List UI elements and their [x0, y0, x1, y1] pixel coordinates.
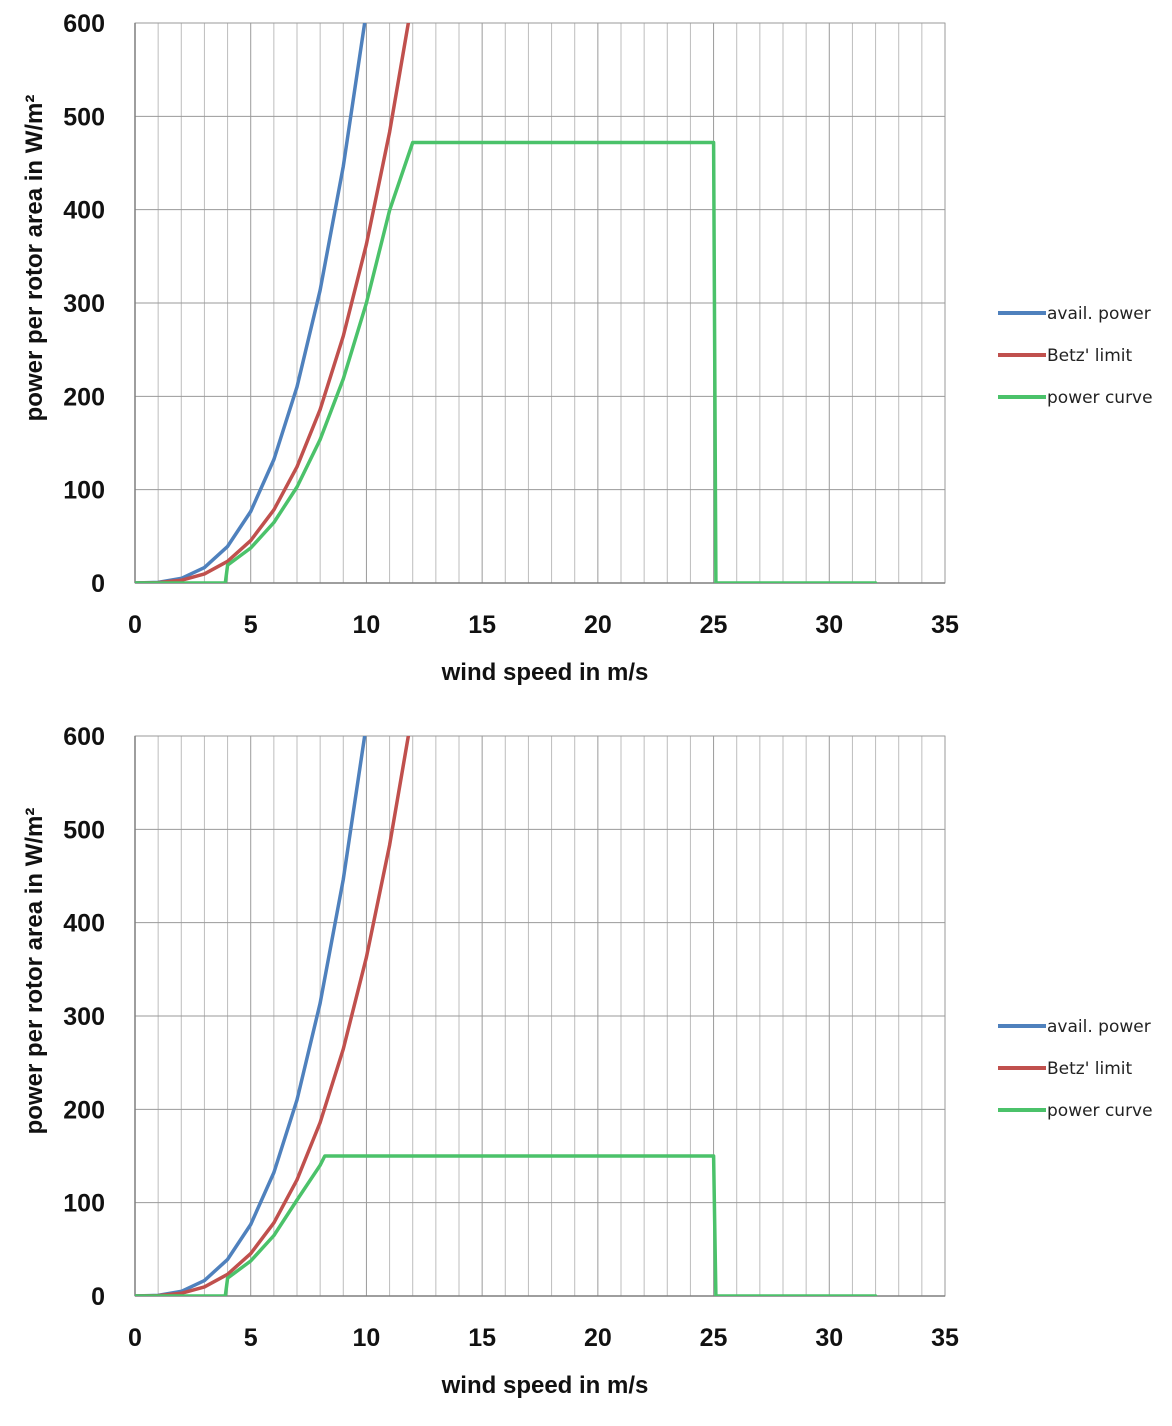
x-tick-label: 20: [584, 1324, 612, 1352]
y-tick-label: 0: [91, 570, 105, 598]
y-axis-title: power per rotor area in W/m²: [21, 808, 48, 1135]
series-line-betz-limit: [135, 23, 411, 583]
legend: avail. power Betz' limit power curve: [998, 304, 1153, 408]
x-tick-label: 10: [353, 1324, 381, 1352]
y-tick-label: 500: [63, 103, 105, 131]
y-tick-label: 400: [63, 910, 105, 938]
legend-label: power curve: [1047, 1101, 1153, 1121]
y-tick-label: 500: [63, 816, 105, 844]
y-tick-label: 400: [63, 197, 105, 225]
chart-top: 0 5 10 15 20 25 30 35 0 100 200 300 400 500 600 wind sp…: [21, 10, 1153, 686]
y-tick-label: 300: [63, 1003, 105, 1031]
y-tick-label: 600: [63, 723, 105, 751]
legend-label: avail. power: [1047, 1017, 1151, 1037]
x-tick-label: 25: [700, 611, 728, 639]
legend-label: Betz' limit: [1047, 346, 1133, 366]
x-tick-label: 0: [128, 1324, 142, 1352]
x-tick-label: 5: [244, 1324, 258, 1352]
x-tick-label: 30: [815, 611, 843, 639]
x-tick-label: 15: [468, 611, 496, 639]
series-line-betz-limit: [135, 736, 411, 1296]
x-tick-label: 20: [584, 611, 612, 639]
y-tick-label: 100: [63, 1190, 105, 1218]
y-tick-label: 0: [91, 1283, 105, 1311]
x-tick-label: 10: [353, 611, 381, 639]
x-tick-label: 15: [468, 1324, 496, 1352]
legend-label: avail. power: [1047, 304, 1151, 324]
series-lines: [135, 23, 878, 583]
legend-label: Betz' limit: [1047, 1059, 1133, 1079]
x-tick-label: 25: [700, 1324, 728, 1352]
chart-bottom: 0 5 10 15 20 25 30 35 0 100 200 300 400 500 600 wind sp…: [21, 723, 1153, 1399]
y-tick-label: 200: [63, 383, 105, 411]
x-axis-title: wind speed in m/s: [441, 659, 649, 686]
x-tick-label: 35: [931, 1324, 959, 1352]
x-tick-label: 35: [931, 611, 959, 639]
legend: avail. power Betz' limit power curve: [998, 1017, 1153, 1121]
x-tick-label: 0: [128, 611, 142, 639]
x-tick-label: 5: [244, 611, 258, 639]
series-line-power-curve: [135, 1154, 878, 1296]
legend-label: power curve: [1047, 388, 1153, 408]
y-tick-label: 200: [63, 1096, 105, 1124]
x-tick-label: 30: [815, 1324, 843, 1352]
series-lines: [135, 736, 878, 1296]
y-axis-title: power per rotor area in W/m²: [21, 95, 48, 422]
y-tick-label: 300: [63, 290, 105, 318]
y-tick-label: 600: [63, 10, 105, 38]
series-line-power-curve: [135, 140, 878, 583]
y-tick-label: 100: [63, 477, 105, 505]
x-axis-title: wind speed in m/s: [441, 1372, 649, 1399]
